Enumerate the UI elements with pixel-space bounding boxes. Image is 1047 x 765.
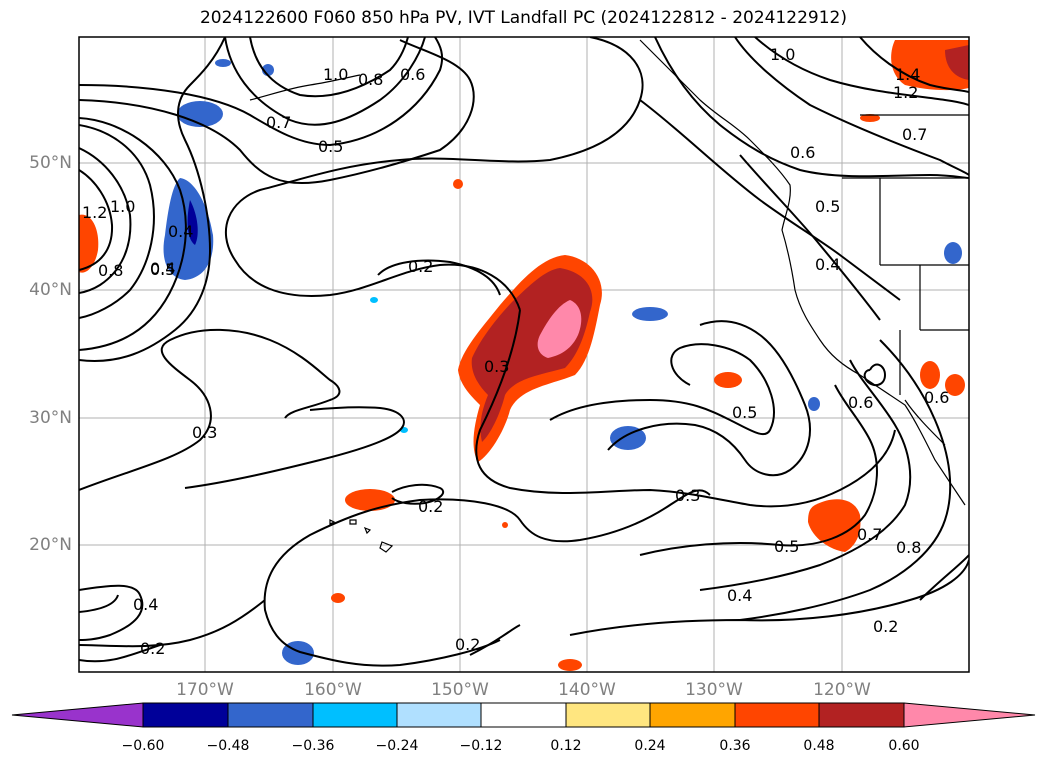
contour-label: 0.7 xyxy=(857,525,882,544)
colorbar-tick: 0.60 xyxy=(888,738,920,754)
colorbar-tick: −0.48 xyxy=(206,738,250,754)
colorbar-tick: −0.36 xyxy=(291,738,335,754)
contour-label: 0.2 xyxy=(455,635,480,654)
contour-label: 0.2 xyxy=(408,257,433,276)
contour-labels: 1.0 0.8 0.6 0.7 0.5 1.0 1.4 1.2 0.7 0.6 … xyxy=(82,45,949,658)
lon-label: 140°W xyxy=(558,680,616,700)
contour-label: 0.5 xyxy=(150,260,175,279)
contour-label: 0.3 xyxy=(484,357,509,376)
contour-label: 0.6 xyxy=(400,65,425,84)
contour-label: 0.4 xyxy=(150,259,175,278)
contour-label: 0.4 xyxy=(168,222,193,241)
contour-label: 0.2 xyxy=(873,617,898,636)
ivt-contours xyxy=(79,37,969,667)
subtropical-blob xyxy=(808,499,861,552)
contour-label: 0.5 xyxy=(815,197,840,216)
contour-label: 1.2 xyxy=(893,83,918,102)
contour-label: 0.5 xyxy=(732,403,757,422)
central-plume-pink xyxy=(537,300,582,358)
contour-label: 1.0 xyxy=(110,197,135,216)
colorbar-tick: −0.12 xyxy=(459,738,503,754)
contour-label: 0.3 xyxy=(192,423,217,442)
lon-label: 160°W xyxy=(304,680,362,700)
contour-label: 0.4 xyxy=(133,595,158,614)
contour-label: 0.2 xyxy=(140,639,165,658)
lat-label: 20°N xyxy=(29,535,72,555)
coastlines xyxy=(249,39,969,553)
contour-label: 1.2 xyxy=(82,203,107,222)
contour-label: 0.8 xyxy=(98,261,123,280)
colorbar-tick: 0.24 xyxy=(634,738,666,754)
colorbar-tick: 0.48 xyxy=(803,738,835,754)
contour-label: 1.0 xyxy=(323,65,348,84)
pv-negative-shading xyxy=(163,59,962,665)
lat-label: 30°N xyxy=(29,408,72,428)
lat-label: 40°N xyxy=(29,280,72,300)
pv-positive-shading xyxy=(79,40,969,671)
lon-label: 150°W xyxy=(431,680,489,700)
contour-label: 0.3 xyxy=(675,486,700,505)
colorbar-tick: −0.60 xyxy=(121,738,165,754)
map-frame xyxy=(78,36,970,673)
lon-label: 170°W xyxy=(176,680,234,700)
contour-label: 0.6 xyxy=(790,143,815,162)
colorbar-tick: −0.24 xyxy=(375,738,419,754)
contour-label: 0.8 xyxy=(896,538,921,557)
contour-label: 0.2 xyxy=(418,497,443,516)
contour-label: 0.8 xyxy=(358,70,383,89)
contour-label: 0.6 xyxy=(848,393,873,412)
lat-label: 50°N xyxy=(29,153,72,173)
contour-label: 0.7 xyxy=(902,125,927,144)
contour-label: 0.5 xyxy=(774,537,799,556)
colorbar-tick: 0.12 xyxy=(550,738,582,754)
contour-label: 0.6 xyxy=(924,388,949,407)
contour-label: 0.7 xyxy=(266,113,291,132)
colorbar-tick: 0.36 xyxy=(719,738,751,754)
contour-label: 0.4 xyxy=(727,586,752,605)
gridlines xyxy=(79,37,969,672)
colorbar-high-extend xyxy=(903,702,1036,728)
contour-label: 1.0 xyxy=(770,45,795,64)
map-title: 2024122600 F060 850 hPa PV, IVT Landfall… xyxy=(199,8,847,28)
contour-label: 0.5 xyxy=(318,137,343,156)
lon-label: 130°W xyxy=(685,680,743,700)
contour-label: 0.4 xyxy=(815,255,840,274)
contour-label: 1.4 xyxy=(895,65,920,84)
lon-label: 120°W xyxy=(813,680,871,700)
colorbar-low-extend xyxy=(11,702,144,728)
left-edge-blob xyxy=(79,214,99,273)
colorbar xyxy=(11,702,1036,728)
